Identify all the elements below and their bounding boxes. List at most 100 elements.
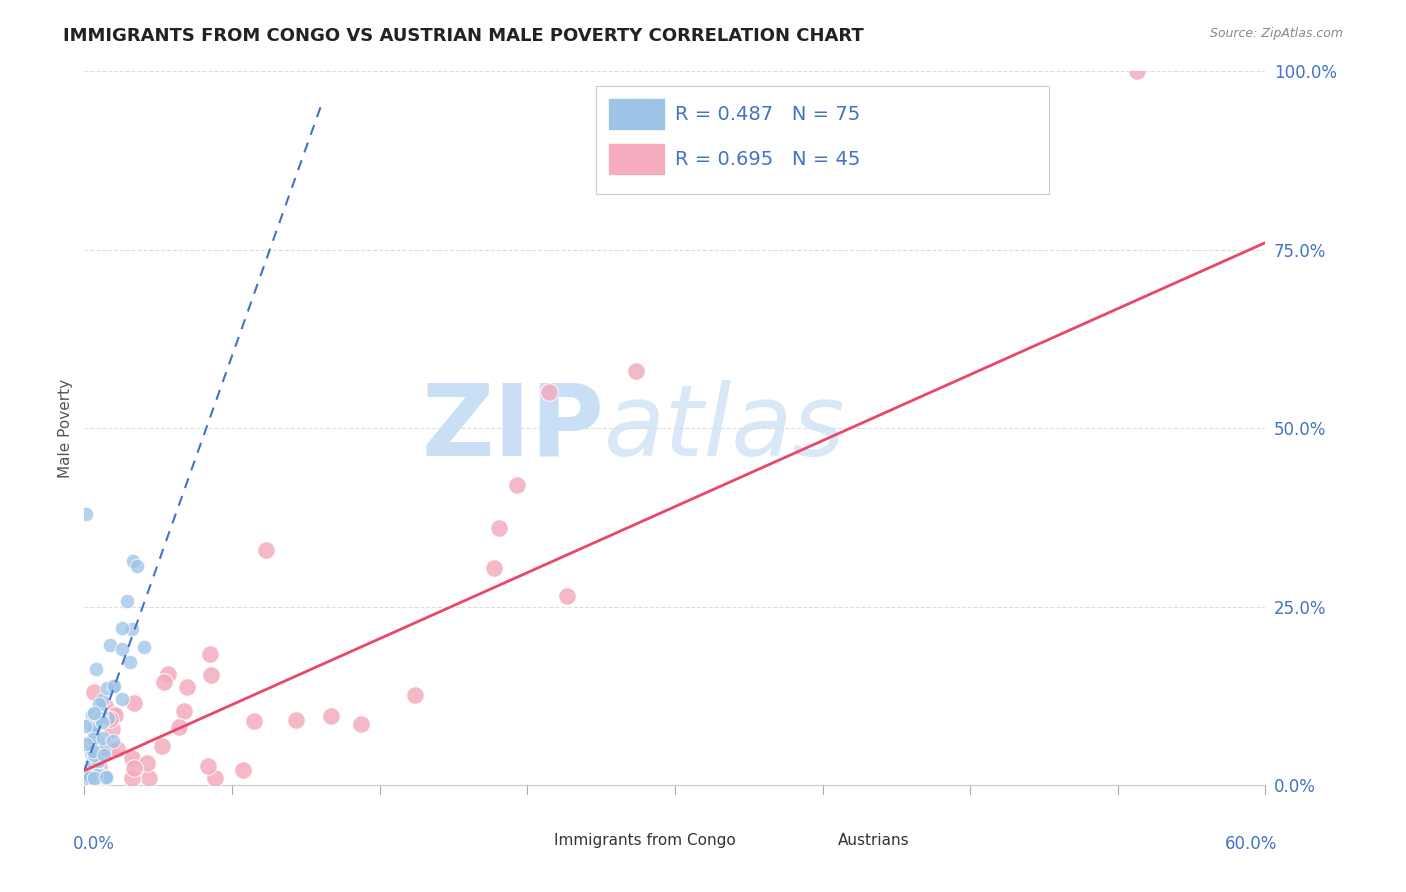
Y-axis label: Male Poverty: Male Poverty bbox=[58, 378, 73, 478]
Point bbox=[75, 771, 97, 785]
Point bbox=[101, 722, 124, 736]
Point bbox=[136, 756, 159, 770]
Point bbox=[157, 666, 180, 681]
Point bbox=[153, 675, 176, 690]
Point bbox=[90, 693, 112, 707]
Point bbox=[122, 554, 145, 568]
Point bbox=[97, 742, 120, 756]
Point bbox=[103, 679, 125, 693]
Point bbox=[96, 681, 118, 696]
Point bbox=[127, 559, 149, 574]
Point bbox=[91, 771, 114, 785]
Text: R = 0.695   N = 45: R = 0.695 N = 45 bbox=[675, 150, 860, 169]
Point bbox=[84, 771, 107, 785]
Point bbox=[80, 707, 103, 722]
Point bbox=[75, 507, 97, 521]
Point bbox=[83, 685, 105, 699]
Point bbox=[79, 770, 101, 784]
Point bbox=[83, 723, 105, 738]
Point bbox=[87, 754, 110, 768]
FancyBboxPatch shape bbox=[596, 86, 1049, 194]
Point bbox=[83, 771, 105, 785]
Point bbox=[79, 771, 101, 785]
Point bbox=[111, 692, 134, 706]
Point bbox=[121, 622, 143, 636]
Point bbox=[124, 697, 146, 711]
FancyBboxPatch shape bbox=[508, 830, 547, 851]
Point bbox=[80, 764, 103, 779]
Point bbox=[506, 478, 529, 492]
Point bbox=[90, 708, 112, 723]
Point bbox=[198, 647, 221, 661]
Point bbox=[83, 748, 105, 763]
Point bbox=[84, 662, 107, 676]
Point bbox=[482, 561, 505, 575]
Point bbox=[121, 771, 143, 785]
Point bbox=[97, 711, 120, 725]
Point bbox=[75, 771, 97, 785]
Point bbox=[93, 747, 115, 762]
Point bbox=[121, 751, 143, 765]
Point bbox=[77, 771, 100, 785]
Point bbox=[77, 771, 100, 785]
Point bbox=[96, 771, 118, 785]
Point bbox=[80, 754, 103, 768]
Point bbox=[488, 521, 510, 535]
Point bbox=[115, 594, 138, 608]
Point bbox=[105, 742, 128, 756]
Point bbox=[98, 712, 121, 726]
Point bbox=[104, 708, 127, 723]
Point bbox=[200, 667, 222, 681]
Text: 60.0%: 60.0% bbox=[1225, 835, 1277, 853]
Point bbox=[79, 718, 101, 732]
Point bbox=[537, 384, 560, 399]
Point bbox=[404, 689, 426, 703]
Point bbox=[82, 771, 104, 785]
Point bbox=[319, 708, 342, 723]
Point bbox=[555, 589, 578, 603]
Point bbox=[167, 720, 190, 734]
Point bbox=[101, 679, 124, 693]
Point bbox=[350, 717, 373, 731]
Point bbox=[84, 771, 107, 785]
Point bbox=[103, 734, 125, 748]
FancyBboxPatch shape bbox=[790, 830, 831, 851]
Point bbox=[73, 771, 96, 785]
Text: 0.0%: 0.0% bbox=[73, 835, 114, 853]
Point bbox=[197, 759, 219, 773]
FancyBboxPatch shape bbox=[607, 144, 665, 175]
Point bbox=[82, 731, 104, 746]
Point bbox=[285, 713, 308, 727]
Point bbox=[232, 763, 254, 777]
Point bbox=[97, 709, 120, 723]
Point bbox=[84, 771, 107, 785]
Point bbox=[111, 621, 134, 635]
Point bbox=[76, 771, 98, 785]
Point bbox=[75, 737, 97, 751]
Point bbox=[254, 542, 277, 557]
Point bbox=[118, 656, 141, 670]
Point bbox=[77, 771, 100, 785]
Point bbox=[79, 770, 101, 784]
Point bbox=[173, 704, 195, 718]
Point bbox=[624, 364, 647, 378]
Point bbox=[80, 740, 103, 755]
Point bbox=[86, 733, 108, 747]
Point bbox=[98, 638, 121, 652]
Point bbox=[76, 771, 98, 785]
Point bbox=[80, 740, 103, 755]
Point bbox=[138, 771, 160, 785]
Point bbox=[94, 699, 117, 714]
Point bbox=[86, 764, 108, 779]
Point bbox=[93, 742, 115, 756]
Point bbox=[84, 768, 107, 782]
Point bbox=[82, 771, 104, 785]
Point bbox=[134, 640, 156, 655]
Point bbox=[73, 719, 96, 733]
Point bbox=[82, 744, 104, 758]
Point bbox=[83, 706, 105, 721]
Text: atlas: atlas bbox=[605, 380, 845, 476]
Text: IMMIGRANTS FROM CONGO VS AUSTRIAN MALE POVERTY CORRELATION CHART: IMMIGRANTS FROM CONGO VS AUSTRIAN MALE P… bbox=[63, 27, 865, 45]
Point bbox=[77, 771, 100, 785]
Point bbox=[87, 698, 110, 712]
